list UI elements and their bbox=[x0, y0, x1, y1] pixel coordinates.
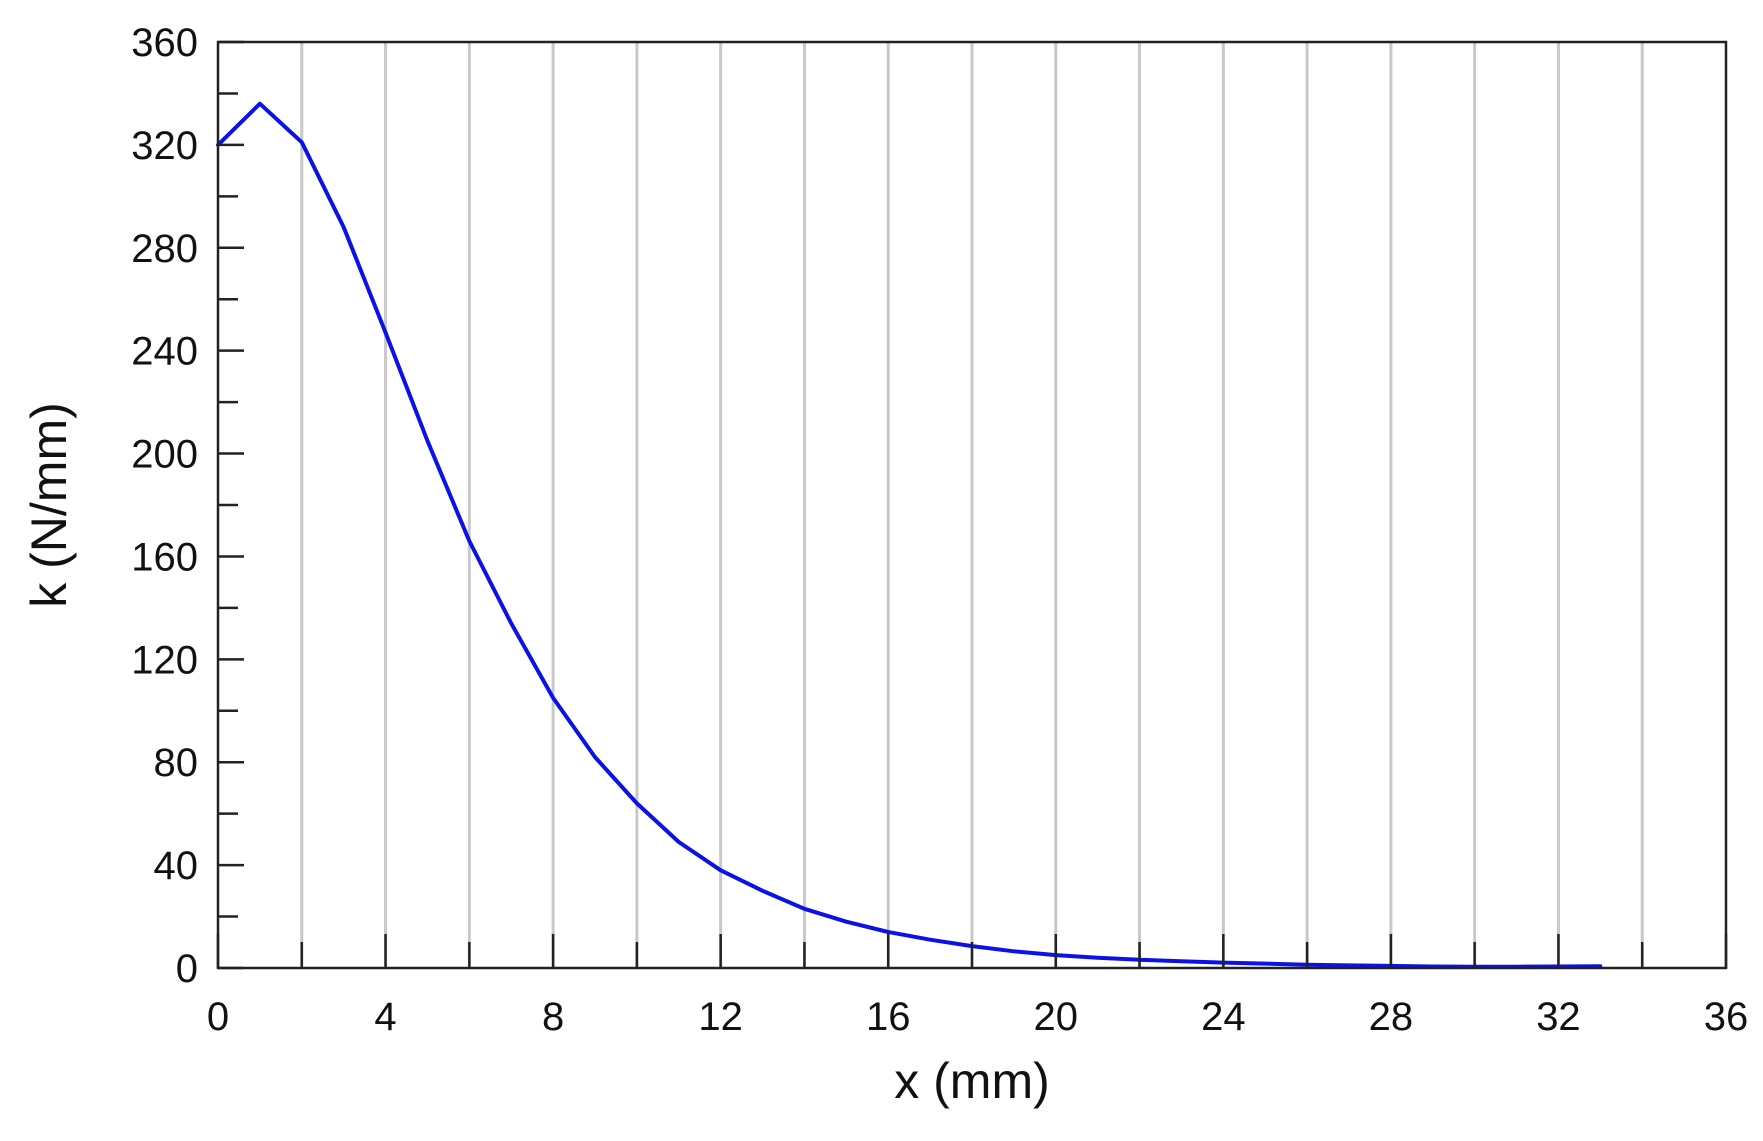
x-tick-label-20: 20 bbox=[1034, 995, 1079, 1039]
x-tick-label-12: 12 bbox=[698, 995, 743, 1039]
series-line-0 bbox=[216, 101, 1603, 969]
y-tick-label-240: 240 bbox=[131, 330, 198, 374]
y-tick-label-120: 120 bbox=[131, 638, 198, 682]
series-layer bbox=[216, 101, 1603, 969]
x-tick-label-0: 0 bbox=[207, 995, 229, 1039]
y-tick-label-80: 80 bbox=[154, 741, 199, 785]
y-tick-labels: 0 40 80 120 160 200 240 280 320 360 bbox=[131, 21, 198, 991]
y-tick-label-40: 40 bbox=[154, 844, 199, 888]
x-tick-label-32: 32 bbox=[1536, 995, 1581, 1039]
y-tick-label-200: 200 bbox=[131, 433, 198, 477]
x-tick-label-4: 4 bbox=[374, 995, 396, 1039]
x-tick-label-28: 28 bbox=[1369, 995, 1414, 1039]
y-tick-label-320: 320 bbox=[131, 124, 198, 168]
x-tick-label-24: 24 bbox=[1201, 995, 1246, 1039]
y-tick-label-280: 280 bbox=[131, 227, 198, 271]
frame-layer bbox=[216, 40, 1728, 970]
x-axis-title: x (mm) bbox=[894, 1053, 1050, 1109]
x-tick-label-8: 8 bbox=[542, 995, 564, 1039]
y-tick-label-160: 160 bbox=[131, 535, 198, 579]
x-tick-label-36: 36 bbox=[1704, 995, 1749, 1039]
y-tick-label-0: 0 bbox=[176, 947, 198, 991]
y-tick-label-360: 360 bbox=[131, 21, 198, 65]
x-tick-label-16: 16 bbox=[866, 995, 911, 1039]
grid-layer bbox=[300, 42, 1644, 968]
x-tick-labels: 0 4 8 12 16 20 24 28 32 36 bbox=[207, 995, 1748, 1039]
y-axis-title: k (N/mm) bbox=[21, 402, 77, 608]
